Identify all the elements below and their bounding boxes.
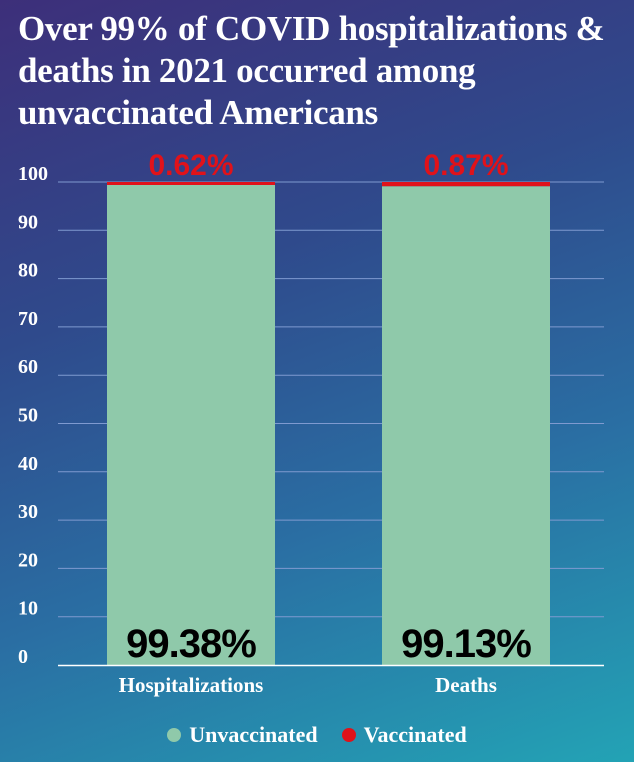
legend-label-vaccinated: Vaccinated [363,722,467,747]
bar-vaccinated-deaths [382,182,550,187]
bar-unvaccinated-deaths [382,186,550,666]
y-tick-label: 100 [18,163,48,185]
x-axis-labels: Hospitalizations Deaths [119,673,497,697]
y-tick-label: 90 [18,211,38,233]
y-tick-label: 50 [18,405,38,427]
y-tick-label: 0 [18,646,28,668]
y-tick-label: 40 [18,453,38,475]
y-tick-label: 70 [18,308,38,330]
y-axis-ticks: 0 10 20 30 40 50 60 70 80 90 100 [18,163,48,668]
y-tick-label: 30 [18,501,38,523]
bar-unvaccinated-hospitalizations [107,184,275,665]
legend-swatch-unvaccinated [167,728,182,742]
y-tick-label: 80 [18,260,38,282]
x-tick-label: Hospitalizations [119,673,264,697]
data-label-unvaccinated: 99.38% [126,622,256,666]
legend-label-unvaccinated: Unvaccinated [189,722,318,747]
bars: 0.62% 99.38% 0.87% 99.13% [107,149,550,666]
y-tick-label: 60 [18,356,38,378]
legend-swatch-vaccinated [341,728,356,742]
legend: Unvaccinated Vaccinated [0,722,634,748]
legend-item-unvaccinated: Unvaccinated [167,722,318,748]
data-label-vaccinated: 0.87% [423,149,508,182]
bar-vaccinated-hospitalizations [107,182,275,185]
y-tick-label: 20 [18,549,38,571]
legend-item-vaccinated: Vaccinated [341,722,467,748]
data-label-unvaccinated: 99.13% [401,622,531,666]
x-tick-label: Deaths [435,673,497,697]
data-label-vaccinated: 0.62% [148,149,233,182]
y-tick-label: 10 [18,598,38,620]
chart-title: Over 99% of COVID hospitalizations & dea… [18,9,605,132]
